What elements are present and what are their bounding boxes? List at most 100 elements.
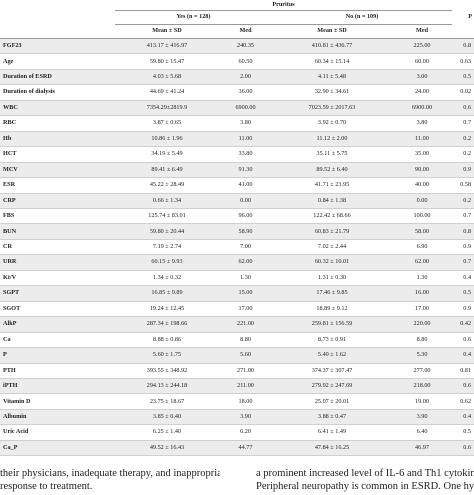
no-mean-cell: 0.84 ± 1.38 [272,193,392,209]
p-value-cell: 0.7 [452,115,474,132]
text-line: Peripheral neuropathy is common in ESRD.… [256,481,474,492]
yes-median-cell: 44.77 [219,440,272,457]
yes-median-cell: 2.00 [219,69,272,86]
table-row: P 5.60 ± 1.75 5.60 5.40 ± 1.62 5.30 0.4 [0,347,474,364]
yes-median-cell: 41.00 [219,177,272,194]
table-row: Age 59.80 ± 15.47 60.50 60.34 ± 15.14 60.00 0… [0,53,474,70]
text-line: their physicians, inadequate therapy, an… [0,468,220,479]
p-spacer [452,0,474,11]
no-median-header: Med [392,24,453,39]
no-mean-cell: 8.73 ± 0.91 [272,332,392,349]
p-value-cell: 0.58 [452,177,474,194]
table-row: AlkP 287.34 ± 198.66 221.00 259.81 ± 156.59… [0,316,474,333]
yes-mean-cell: 4.03 ± 5.68 [115,69,219,86]
row-label: BUN [0,223,115,240]
yes-mean-cell: 34.19 ± 5.49 [115,146,219,163]
no-mean-cell: 279.92 ± 247.69 [272,378,392,395]
no-median-cell: 16.00 [392,285,453,302]
yes-median-cell: 6.20 [219,424,272,441]
row-label: Ca [0,332,115,349]
yes-mean-cell: 7354.29±2819.9 [115,100,219,117]
yes-mean-cell: 6.25 ± 1.40 [115,424,219,441]
p-subheader [452,24,474,39]
p-value-cell: 0.7 [452,208,474,225]
p-value-cell: 0.63 [452,53,474,70]
yes-mean-cell: 44.69 ± 41.24 [115,84,219,101]
table-row: Hb 10.86 ± 1.96 11.00 11.12 ± 2.00 11.00 0.2 [0,131,474,148]
row-label: Uric Acid [0,424,115,441]
no-mean-cell: 4.11 ± 5.48 [272,69,392,86]
yes-mean-cell: 7.19 ± 2.74 [115,239,219,256]
row-label: FGF23 [0,38,115,55]
table-body: FGF23 413.17 ± 416.97 240.35 410.81 ± 436.7… [0,38,474,457]
row-label: MCV [0,162,115,179]
p-value-cell: 0.4 [452,409,474,426]
sub-header-row: Mean ± SD Med Mean ± SD Med [0,24,474,39]
yes-median-cell: 15.00 [219,285,272,302]
table-row: SGPT 16.85 ± 9.89 15.00 17.46 ± 9.85 16.00 0.… [0,285,474,302]
yes-mean-cell: 1.34 ± 0.32 [115,270,219,287]
row-label: Kt/V [0,270,115,287]
yes-median-cell: 211.00 [219,378,272,395]
body-text-left-column: their physicians, inadequate therapy, an… [0,467,220,493]
pruritus-header: Pruritus [272,0,295,8]
yes-median-cell: 5.60 [219,347,272,364]
row-label: ESR [0,177,115,194]
yes-median-cell: 91.30 [219,162,272,179]
yes-mean-cell: 0.66 ± 1.34 [115,193,219,209]
row-label: WBC [0,100,115,117]
yes-group-header: Yes (n = 128) [115,10,272,25]
no-median-cell: 24.00 [392,84,453,101]
row-label: Albumin [0,409,115,426]
yes-mean-cell: 16.85 ± 9.89 [115,285,219,302]
table-row: Ca_P 49.52 ± 16.43 44.77 47.84 ± 16.25 46.97… [0,440,474,457]
no-median-cell: 6.40 [392,424,453,441]
row-label: FBS [0,208,115,225]
no-mean-cell: 11.12 ± 2.00 [272,131,392,148]
table-row: CRP 0.66 ± 1.34 0.00 0.84 ± 1.38 0.00 0.2 [0,193,474,209]
no-median-cell: 3.00 [392,69,453,86]
p-value-cell: 0.2 [452,131,474,148]
yes-median-cell: 1.30 [219,270,272,287]
table-row: FGF23 413.17 ± 416.97 240.35 410.81 ± 436.7… [0,38,474,55]
p-value-cell: 0.5 [452,69,474,86]
no-mean-header: Mean ± SD [272,24,392,39]
yes-mean-cell: 60.15 ± 9.93 [115,254,219,271]
no-median-cell: 225.00 [392,38,453,55]
yes-mean-cell: 294.13 ± 244.18 [115,378,219,395]
yes-mean-cell: 393.55 ± 348.92 [115,363,219,379]
yes-median-header: Med [219,24,272,39]
yes-mean-cell: 3.87 ± 0.65 [115,115,219,132]
no-mean-cell: 374.37 ± 307.47 [272,363,392,379]
no-mean-cell: 7.02 ± 2.44 [272,239,392,256]
no-median-cell: 60.00 [392,53,453,70]
no-median-cell: 11.00 [392,131,453,148]
p-value-cell: 0.6 [452,440,474,457]
yes-median-cell: 221.00 [219,316,272,333]
p-value-cell: 0.7 [452,254,474,271]
p-value-cell: 0.62 [452,393,474,410]
p-value-cell: 0.9 [452,301,474,318]
row-label: Duration of dialysis [0,84,115,101]
no-median-cell: 3.90 [392,409,453,426]
no-median-cell: 5.30 [392,347,453,364]
yes-median-cell: 11.00 [219,131,272,148]
yes-median-cell: 36.00 [219,84,272,101]
yes-mean-cell: 45.22 ± 28.49 [115,177,219,194]
row-label: RBC [0,115,115,132]
p-value-cell: 0.6 [452,332,474,349]
p-value-header: P [468,13,473,21]
no-median-cell: 17.00 [392,301,453,318]
table-row: URR 60.15 ± 9.93 62.00 60.32 ± 10.01 62.00 0.… [0,254,474,271]
no-median-cell: 100.00 [392,208,453,225]
table-row: PTH 393.55 ± 348.92 271.00 374.37 ± 307.47 2… [0,363,474,379]
group-header-row: Yes (n = 128) No (n = 109) P [0,10,474,25]
no-mean-cell: 41.71 ± 23.95 [272,177,392,194]
no-mean-cell: 18.89 ± 9.12 [272,301,392,318]
row-label: SGPT [0,285,115,302]
no-median-cell: 277.00 [392,363,453,379]
table-row: iPTH 294.13 ± 244.18 211.00 279.92 ± 247.69… [0,378,474,395]
p-value-cell: 0.81 [452,363,474,379]
yes-median-cell: 62.00 [219,254,272,271]
no-mean-cell: 47.84 ± 16.25 [272,440,392,457]
